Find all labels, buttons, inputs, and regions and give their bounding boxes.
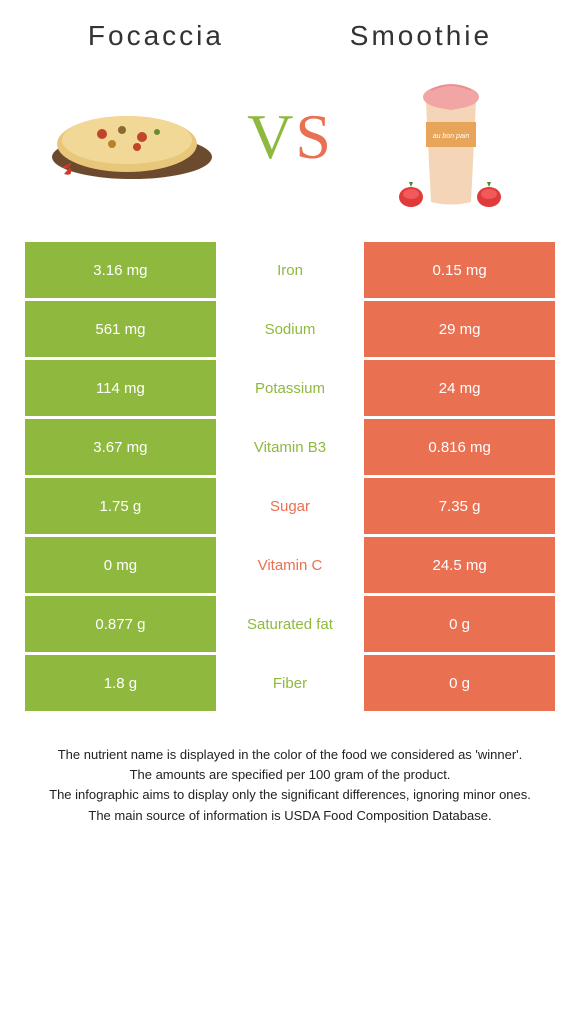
nutrient-label: Vitamin C <box>216 537 364 593</box>
nutrient-right-value: 0 g <box>364 655 555 711</box>
nutrient-right-value: 29 mg <box>364 301 555 357</box>
vs-s: S <box>295 101 333 172</box>
nutrient-label: Saturated fat <box>216 596 364 652</box>
focaccia-image <box>39 72 219 202</box>
footnote-line: The nutrient name is displayed in the co… <box>35 746 545 764</box>
svg-text:au bon pain: au bon pain <box>433 133 470 140</box>
nutrient-right-value: 0 g <box>364 596 555 652</box>
nutrient-table: 3.16 mgIron0.15 mg561 mgSodium29 mg114 m… <box>25 242 555 711</box>
nutrient-right-value: 24.5 mg <box>364 537 555 593</box>
title-left: Focaccia <box>88 20 224 52</box>
nutrient-label: Iron <box>216 242 364 298</box>
focaccia-icon <box>42 82 217 192</box>
nutrient-label: Potassium <box>216 360 364 416</box>
nutrient-left-value: 3.16 mg <box>25 242 216 298</box>
nutrient-row: 0 mgVitamin C24.5 mg <box>25 537 555 593</box>
titles-row: Focaccia Smoothie <box>25 20 555 52</box>
images-row: VS au bon pain <box>25 72 555 202</box>
footnote-line: The main source of information is USDA F… <box>35 807 545 825</box>
title-right: Smoothie <box>350 20 492 52</box>
vs-v: V <box>247 101 295 172</box>
nutrient-row: 3.16 mgIron0.15 mg <box>25 242 555 298</box>
nutrient-left-value: 114 mg <box>25 360 216 416</box>
nutrient-right-value: 7.35 g <box>364 478 555 534</box>
smoothie-icon: au bon pain <box>381 62 521 212</box>
nutrient-label: Vitamin B3 <box>216 419 364 475</box>
nutrient-row: 1.8 gFiber0 g <box>25 655 555 711</box>
nutrient-row: 0.877 gSaturated fat0 g <box>25 596 555 652</box>
nutrient-row: 3.67 mgVitamin B30.816 mg <box>25 419 555 475</box>
nutrient-right-value: 24 mg <box>364 360 555 416</box>
nutrient-label: Sodium <box>216 301 364 357</box>
nutrient-left-value: 3.67 mg <box>25 419 216 475</box>
nutrient-row: 114 mgPotassium24 mg <box>25 360 555 416</box>
nutrient-left-value: 0.877 g <box>25 596 216 652</box>
footnote-line: The amounts are specified per 100 gram o… <box>35 766 545 784</box>
nutrient-right-value: 0.816 mg <box>364 419 555 475</box>
nutrient-left-value: 1.8 g <box>25 655 216 711</box>
nutrient-row: 561 mgSodium29 mg <box>25 301 555 357</box>
nutrient-right-value: 0.15 mg <box>364 242 555 298</box>
nutrient-label: Sugar <box>216 478 364 534</box>
smoothie-image: au bon pain <box>361 72 541 202</box>
nutrient-label: Fiber <box>216 655 364 711</box>
footnote-line: The infographic aims to display only the… <box>35 786 545 804</box>
vs-label: VS <box>247 100 333 174</box>
nutrient-left-value: 0 mg <box>25 537 216 593</box>
footnotes: The nutrient name is displayed in the co… <box>25 746 555 825</box>
nutrient-left-value: 1.75 g <box>25 478 216 534</box>
nutrient-row: 1.75 gSugar7.35 g <box>25 478 555 534</box>
nutrient-left-value: 561 mg <box>25 301 216 357</box>
